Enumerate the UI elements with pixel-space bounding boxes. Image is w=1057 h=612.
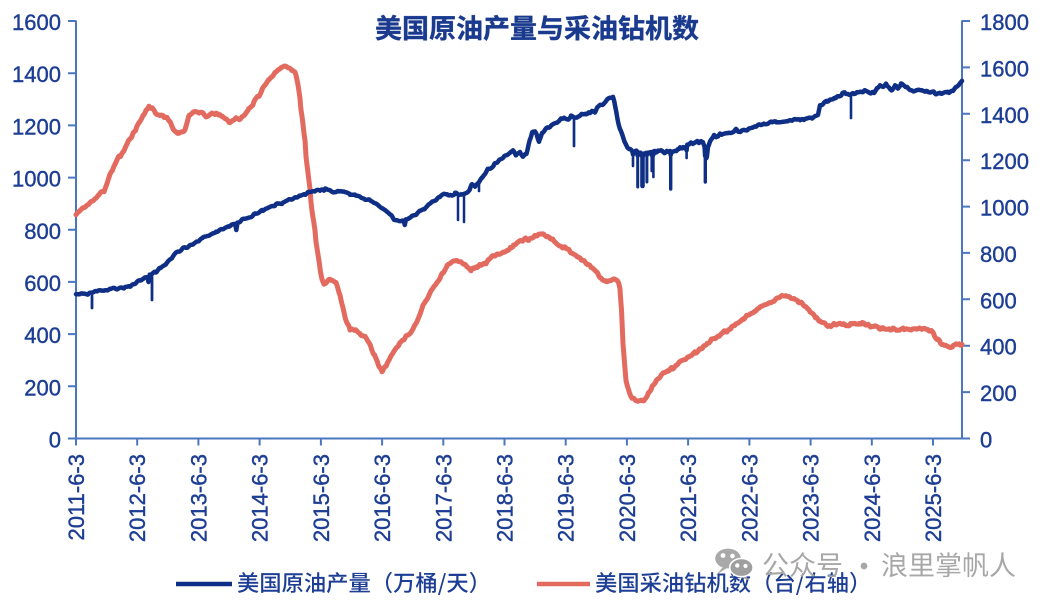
svg-text:600: 600 — [24, 271, 61, 296]
svg-text:1000: 1000 — [980, 196, 1029, 221]
svg-text:1000: 1000 — [12, 167, 61, 192]
svg-text:1200: 1200 — [12, 114, 61, 139]
svg-text:0: 0 — [980, 428, 992, 453]
svg-text:2023-6-3: 2023-6-3 — [799, 454, 824, 542]
svg-text:2025-6-3: 2025-6-3 — [921, 454, 946, 542]
svg-text:800: 800 — [980, 242, 1017, 267]
svg-text:200: 200 — [980, 381, 1017, 406]
svg-text:2013-6-3: 2013-6-3 — [186, 454, 211, 542]
svg-text:2016-6-3: 2016-6-3 — [370, 454, 395, 542]
svg-text:1400: 1400 — [12, 62, 61, 87]
svg-text:2011-6-3: 2011-6-3 — [64, 454, 89, 540]
svg-text:400: 400 — [980, 335, 1017, 360]
svg-text:2017-6-3: 2017-6-3 — [431, 454, 456, 542]
svg-text:200: 200 — [24, 375, 61, 400]
svg-text:2022-6-3: 2022-6-3 — [737, 454, 762, 542]
svg-text:2014-6-3: 2014-6-3 — [248, 454, 273, 542]
svg-text:1400: 1400 — [980, 103, 1029, 128]
svg-text:2015-6-3: 2015-6-3 — [309, 454, 334, 542]
svg-text:2020-6-3: 2020-6-3 — [615, 454, 640, 542]
svg-text:2018-6-3: 2018-6-3 — [493, 454, 518, 542]
svg-text:400: 400 — [24, 323, 61, 348]
svg-text:1600: 1600 — [12, 10, 61, 35]
svg-text:2019-6-3: 2019-6-3 — [554, 454, 579, 542]
svg-text:2021-6-3: 2021-6-3 — [676, 454, 701, 542]
svg-text:2024-6-3: 2024-6-3 — [860, 454, 885, 542]
svg-text:2012-6-3: 2012-6-3 — [125, 454, 150, 542]
svg-text:800: 800 — [24, 219, 61, 244]
svg-text:1200: 1200 — [980, 149, 1029, 174]
svg-text:600: 600 — [980, 288, 1017, 313]
svg-text:1800: 1800 — [980, 10, 1029, 35]
svg-text:1600: 1600 — [980, 56, 1029, 81]
svg-text:0: 0 — [49, 428, 61, 453]
